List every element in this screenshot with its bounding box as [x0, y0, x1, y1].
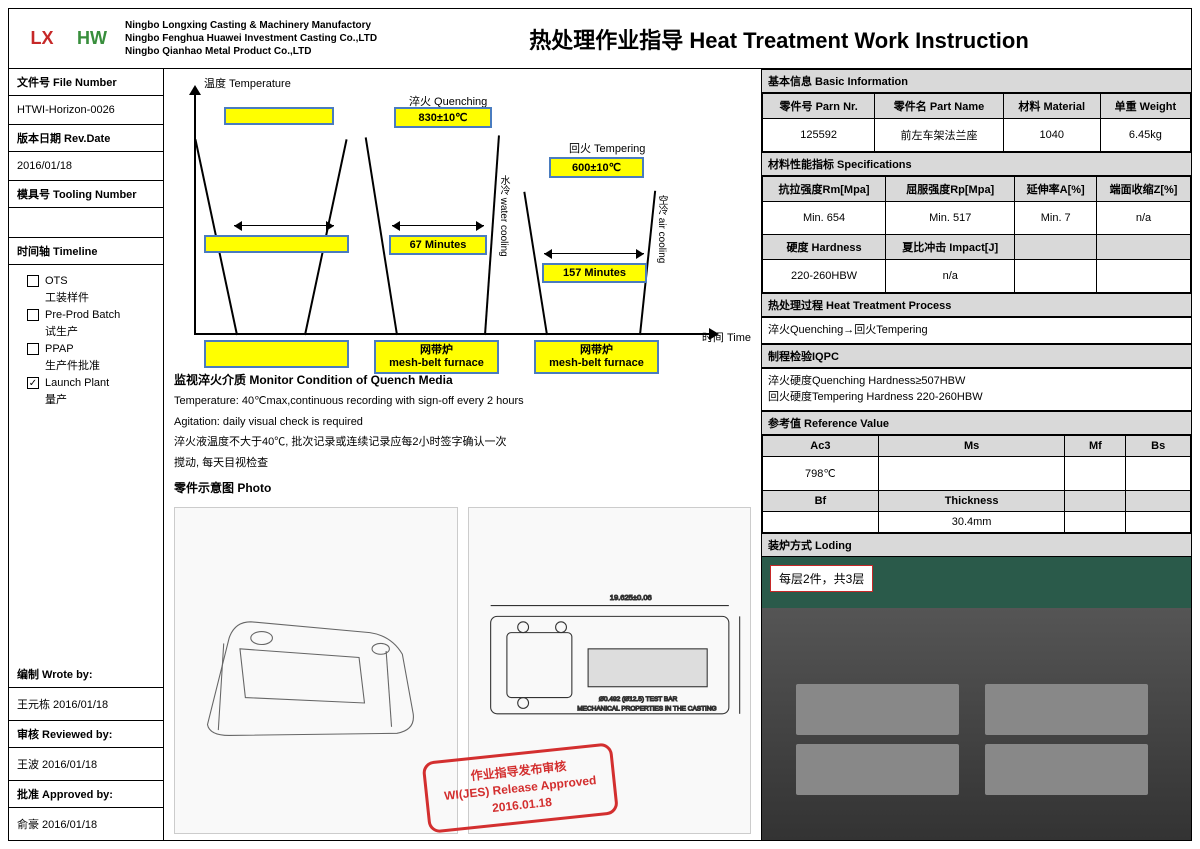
- svg-text:19.625±0.06: 19.625±0.06: [609, 593, 651, 602]
- loding-photo: 每层2件，共3层: [762, 557, 1191, 841]
- header: LX HW Ningbo Longxing Casting & Machiner…: [9, 9, 1191, 69]
- rev-date-header: 版本日期 Rev.Date: [9, 125, 163, 152]
- logo-hw-icon: HW: [69, 23, 115, 55]
- tooling-value: [9, 208, 163, 238]
- iqpc-box: 淬火硬度Quenching Hardness≥507HBW回火硬度Temperi…: [762, 368, 1191, 411]
- left-panel: 文件号 File Number HTWI-Horizon-0026 版本日期 R…: [9, 69, 164, 840]
- specs-table: 抗拉强度Rm[Mpa]屈服强度Rp[Mpa]延伸率A[%]端面收缩Z[%] Mi…: [762, 176, 1191, 293]
- reviewed-value: 王波 2016/01/18: [9, 748, 163, 781]
- checkbox-icon: [27, 343, 39, 355]
- temper-temp: 600±10℃: [549, 157, 644, 178]
- quench-time: 67 Minutes: [389, 235, 487, 255]
- checkbox-icon: ✓: [27, 377, 39, 389]
- wrote-value: 王元栋 2016/01/18: [9, 688, 163, 721]
- monitor-line4: 搅动, 每天目视检查: [174, 455, 751, 472]
- timeline-ots-cn: 工装样件: [45, 289, 155, 305]
- timeline-ppap[interactable]: PPAP: [27, 343, 155, 355]
- y-axis-label: 温度 Temperature: [204, 75, 291, 91]
- photo-header: 零件示意图 Photo: [174, 479, 751, 496]
- basic-info-header: 基本信息 Basic Information: [762, 69, 1191, 93]
- timeline-lp[interactable]: ✓Launch Plant: [27, 377, 155, 389]
- timeline-header: 时间轴 Timeline: [9, 238, 163, 265]
- quench-temp: 830±10℃: [394, 107, 492, 128]
- peak1-temp-box: [224, 107, 334, 125]
- file-number-value: HTWI-Horizon-0026: [9, 96, 163, 125]
- arrow-right-icon: [709, 328, 719, 340]
- tempering-title: 回火 Tempering: [569, 140, 645, 156]
- middle-panel: 温度 Temperature 时间 Time 淬火 Quenching 830±…: [164, 69, 761, 840]
- checkbox-icon: [27, 309, 39, 321]
- ref-header: 参考值 Reference Value: [762, 411, 1191, 435]
- peak1-furnace-box: [204, 340, 349, 368]
- monitor-line2: Agitation: daily visual check is require…: [174, 414, 751, 431]
- monitor-line1: Temperature: 40℃max,continuous recording…: [174, 393, 751, 410]
- timeline-ots[interactable]: OTS: [27, 275, 155, 287]
- specs-header: 材料性能指标 Specifications: [762, 152, 1191, 176]
- quench-furnace: 网带炉 mesh-belt furnace: [374, 340, 499, 374]
- timeline-ppap-cn: 生产件批准: [45, 357, 155, 373]
- process-header: 热处理过程 Heat Treatment Process: [762, 293, 1191, 317]
- tooling-header: 模具号 Tooling Number: [9, 181, 163, 208]
- peak1-time-box: [204, 235, 349, 253]
- wrote-header: 编制 Wrote by:: [9, 661, 163, 688]
- monitor-line3: 淬火液温度不大于40℃, 批次记录或连续记录应每2小时签字确认一次: [174, 434, 751, 451]
- ref-table: Ac3MsMfBs 798℃ BfThickness 30.4mm: [762, 435, 1191, 533]
- checkbox-icon: [27, 275, 39, 287]
- rev-date-value: 2016/01/18: [9, 152, 163, 181]
- part-3d-sketch: [174, 507, 458, 834]
- file-number-header: 文件号 File Number: [9, 69, 163, 96]
- iqpc-header: 制程检验IQPC: [762, 344, 1191, 368]
- loding-header: 装炉方式 Loding: [762, 533, 1191, 557]
- logo-lx-icon: LX: [19, 23, 65, 55]
- temper-time: 157 Minutes: [542, 263, 647, 283]
- process-value: 淬火Quenching→回火Tempering: [762, 317, 1191, 344]
- temperature-chart: 温度 Temperature 时间 Time 淬火 Quenching 830±…: [174, 75, 751, 365]
- temper-furnace: 网带炉 mesh-belt furnace: [534, 340, 659, 374]
- timeline-ppb[interactable]: Pre-Prod Batch: [27, 309, 155, 321]
- svg-text:Ø0.492 (Ø12.5) TEST BAR: Ø0.492 (Ø12.5) TEST BAR: [598, 696, 677, 703]
- page-title: 热处理作业指导 Heat Treatment Work Instruction: [377, 23, 1181, 55]
- approved-header: 批准 Approved by:: [9, 781, 163, 808]
- company-names: Ningbo Longxing Casting & Machinery Manu…: [125, 19, 377, 58]
- air-cooling-label: 空冷 air cooling: [654, 195, 669, 263]
- basic-info-table: 零件号 Parn Nr.零件名 Part Name材料 Material单重 W…: [762, 93, 1191, 152]
- timeline-lp-cn: 量产: [45, 391, 155, 407]
- timeline-ppb-cn: 试生产: [45, 323, 155, 339]
- loding-label: 每层2件，共3层: [770, 565, 873, 592]
- reviewed-header: 审核 Reviewed by:: [9, 721, 163, 748]
- svg-text:MECHANICAL PROPERTIES IN THE C: MECHANICAL PROPERTIES IN THE CASTING: [577, 706, 716, 713]
- approved-value: 俞豪 2016/01/18: [9, 808, 163, 840]
- right-panel: 基本信息 Basic Information 零件号 Parn Nr.零件名 P…: [761, 69, 1191, 840]
- water-cooling-label: 水冷 water cooling: [496, 175, 511, 257]
